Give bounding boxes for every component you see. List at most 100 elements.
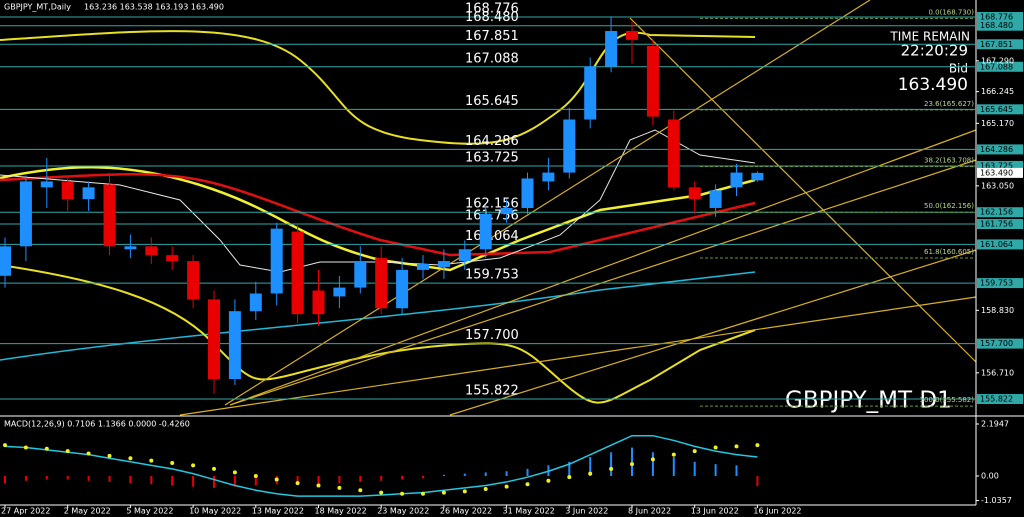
macd-bar <box>192 475 195 487</box>
y-tick-label: 158.830 <box>981 306 1014 315</box>
level-axis-label: 155.822 <box>980 395 1013 404</box>
x-tick-label: 10 May 2022 <box>189 507 241 516</box>
candle-body <box>40 181 53 188</box>
quote: 163.236 163.538 163.193 163.490 <box>84 3 224 12</box>
macd-dot <box>149 458 154 463</box>
macd-dot <box>421 491 425 496</box>
level-label: 155.822 <box>465 384 519 399</box>
fib-label: 23.6(165.627) <box>924 100 974 108</box>
x-tick-label: 26 May 2022 <box>440 507 492 516</box>
macd-bar <box>359 475 362 482</box>
level-axis-label: 168.480 <box>980 21 1013 30</box>
macd-dot <box>400 491 405 496</box>
bid-box <box>977 167 1023 178</box>
macd-bar <box>171 475 174 486</box>
macd-bar <box>756 475 759 487</box>
macd-bar <box>442 474 445 476</box>
macd-dot <box>212 466 216 471</box>
level-box <box>977 338 1023 349</box>
candle-body <box>187 261 200 300</box>
candle-body <box>249 293 262 312</box>
level-box <box>977 144 1023 155</box>
candle-body <box>291 231 304 315</box>
macd-dot <box>358 488 363 493</box>
macd-bar <box>631 447 633 476</box>
macd-dot <box>567 475 572 480</box>
macd-bar <box>338 475 341 484</box>
macd-bar <box>484 472 487 476</box>
candle-body <box>145 246 158 256</box>
y-tick-label: 165.170 <box>981 119 1014 128</box>
level-label: 167.088 <box>465 51 519 66</box>
macd-dot <box>671 452 676 457</box>
candle-body <box>354 261 367 288</box>
level-label: 168.480 <box>465 10 519 25</box>
macd-dot <box>483 487 488 492</box>
macd-bar <box>463 473 466 476</box>
level-box <box>977 219 1023 230</box>
macd-bar <box>233 475 236 487</box>
level-axis-label: 167.088 <box>980 62 1013 71</box>
candle-body <box>396 269 409 309</box>
fib-label: 100.0(155.582) <box>920 396 975 404</box>
macd-dot <box>379 490 384 495</box>
candle-body <box>563 119 576 173</box>
macd-dot <box>253 473 258 478</box>
x-tick-label: 23 May 2022 <box>377 507 429 516</box>
macd-dot <box>191 463 196 468</box>
fib-label: 0.0(168.730) <box>928 8 974 16</box>
level-box <box>977 39 1023 50</box>
level-axis-label: 157.700 <box>980 339 1013 348</box>
bid-axis-label: 163.490 <box>980 168 1013 177</box>
macd-dot <box>734 444 739 449</box>
y-tick-label: 156.710 <box>981 368 1014 377</box>
macd-dot <box>86 451 91 456</box>
candle-body <box>479 213 492 250</box>
level-axis-label: 167.851 <box>980 40 1013 49</box>
candle-body <box>270 228 283 294</box>
macd-bar <box>401 475 404 480</box>
level-axis-label: 168.776 <box>980 12 1013 21</box>
candle-body <box>458 249 471 262</box>
level-axis-label: 161.756 <box>980 220 1013 229</box>
level-box <box>977 11 1023 22</box>
level-axis-label: 162.156 <box>980 208 1013 217</box>
macd-dot <box>609 466 614 471</box>
macd-dot <box>692 449 697 454</box>
candle-body <box>375 258 388 309</box>
candle-body <box>0 246 11 276</box>
y-tick-label: 166.245 <box>981 87 1014 96</box>
bid-label: Bid <box>949 62 968 76</box>
level-label: 159.753 <box>465 268 519 283</box>
candle-body <box>709 190 722 208</box>
macd-bar <box>589 457 592 476</box>
macd-line <box>4 434 758 497</box>
macd-bar <box>254 475 257 486</box>
macd-dot <box>525 482 530 487</box>
level-label: 168.776 <box>465 1 519 16</box>
level-box <box>977 160 1023 171</box>
timer-label: TIME REMAIN <box>889 30 970 44</box>
candle-body <box>646 45 659 117</box>
watermark: GBPJPY_MT D1 <box>785 388 952 414</box>
macd-bar <box>714 464 717 476</box>
macd-bar <box>422 475 424 479</box>
macd-dot <box>713 445 718 450</box>
macd-bar <box>4 475 6 484</box>
candle-body <box>521 178 534 208</box>
macd-dot <box>23 445 28 450</box>
candle-body <box>584 66 597 120</box>
level-axis-label: 164.286 <box>980 145 1013 154</box>
candle-body <box>688 187 701 200</box>
candle-body <box>103 184 116 247</box>
macd-y-tick-label: -1.0357 <box>981 496 1012 505</box>
x-tick-label: 31 May 2022 <box>503 507 555 516</box>
macd-dot <box>316 483 321 488</box>
level-label: 157.700 <box>465 328 519 343</box>
candle-body <box>500 207 513 214</box>
macd-dot <box>588 471 593 476</box>
level-box <box>977 278 1023 289</box>
macd-dot <box>3 443 7 448</box>
